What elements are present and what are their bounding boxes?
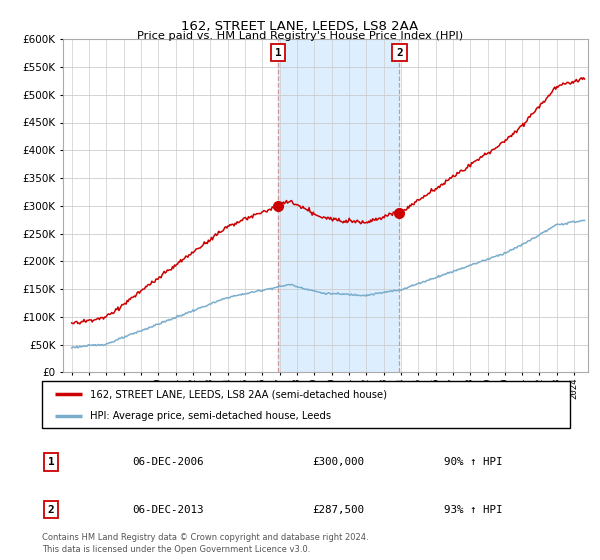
Text: 162, STREET LANE, LEEDS, LS8 2AA: 162, STREET LANE, LEEDS, LS8 2AA — [181, 20, 419, 32]
Text: 1: 1 — [275, 48, 281, 58]
Text: £300,000: £300,000 — [312, 457, 364, 467]
Text: HPI: Average price, semi-detached house, Leeds: HPI: Average price, semi-detached house,… — [89, 411, 331, 421]
Text: 1: 1 — [47, 457, 55, 467]
Text: 93% ↑ HPI: 93% ↑ HPI — [444, 505, 503, 515]
Bar — [278, 39, 400, 372]
Text: Price paid vs. HM Land Registry's House Price Index (HPI): Price paid vs. HM Land Registry's House … — [137, 31, 463, 41]
Text: 90% ↑ HPI: 90% ↑ HPI — [444, 457, 503, 467]
Text: 162, STREET LANE, LEEDS, LS8 2AA (semi-detached house): 162, STREET LANE, LEEDS, LS8 2AA (semi-d… — [89, 389, 386, 399]
Text: 2: 2 — [47, 505, 55, 515]
Text: 06-DEC-2013: 06-DEC-2013 — [132, 505, 203, 515]
Text: 2: 2 — [396, 48, 403, 58]
Text: 06-DEC-2006: 06-DEC-2006 — [132, 457, 203, 467]
Text: This data is licensed under the Open Government Licence v3.0.: This data is licensed under the Open Gov… — [42, 545, 310, 554]
Text: £287,500: £287,500 — [312, 505, 364, 515]
FancyBboxPatch shape — [42, 381, 570, 428]
Text: Contains HM Land Registry data © Crown copyright and database right 2024.: Contains HM Land Registry data © Crown c… — [42, 533, 368, 542]
